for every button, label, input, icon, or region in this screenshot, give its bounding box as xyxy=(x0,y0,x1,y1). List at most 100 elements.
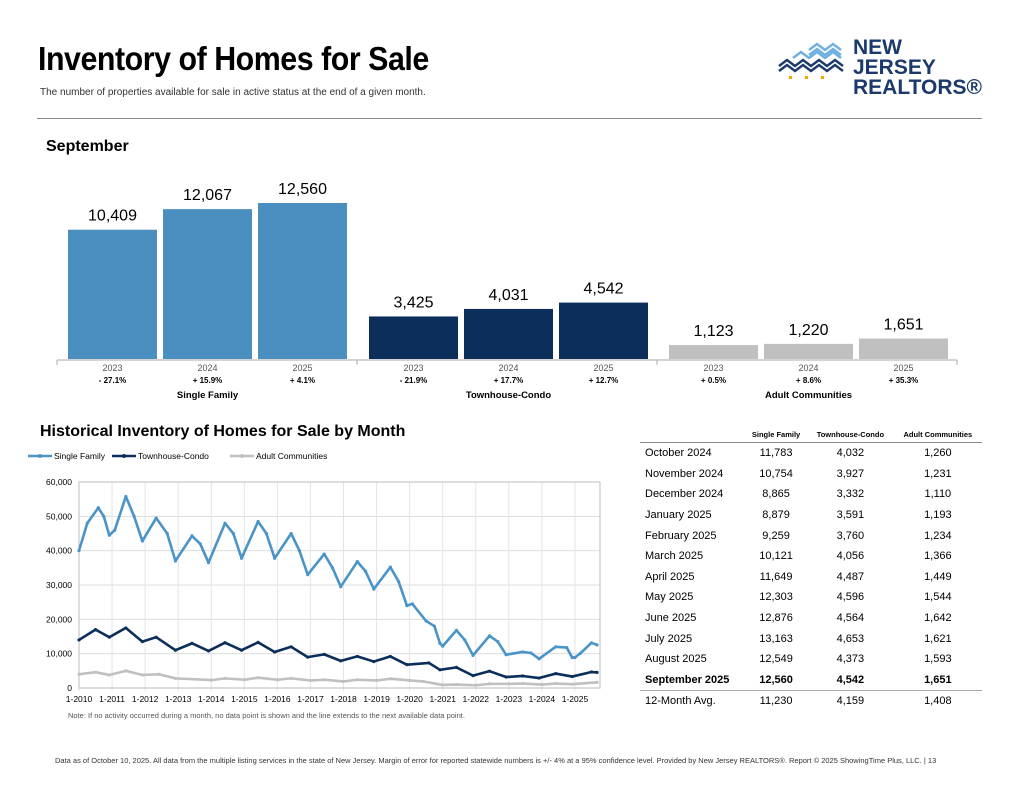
data-point xyxy=(441,683,445,687)
row-label: August 2025 xyxy=(645,653,707,666)
data-point xyxy=(540,682,544,687)
data-point xyxy=(107,533,111,537)
data-point xyxy=(209,678,213,682)
data-point xyxy=(487,682,492,686)
data-point xyxy=(77,549,81,553)
data-point xyxy=(554,671,558,676)
table-cell: 4,564 xyxy=(836,612,865,625)
table-cell: 1,366 xyxy=(924,550,952,563)
bar-year-label: 2024 xyxy=(798,363,818,373)
table-cell: 13,163 xyxy=(759,632,793,645)
table-cell: 1,621 xyxy=(924,632,952,645)
data-point xyxy=(554,681,558,686)
bar-value-label: 3,425 xyxy=(393,294,433,311)
y-tick-label: 30,000 xyxy=(46,580,72,590)
bar-value-label: 4,542 xyxy=(583,281,623,298)
bar-value-label: 10,409 xyxy=(88,208,137,225)
data-point xyxy=(322,552,326,556)
data-point xyxy=(96,506,100,510)
data-point xyxy=(388,565,392,569)
bar-change-label: + 8.6% xyxy=(796,376,821,385)
table-cell: 3,760 xyxy=(836,529,865,542)
data-point xyxy=(124,626,128,630)
table-cell: 3,332 xyxy=(836,488,865,501)
data-point xyxy=(93,628,98,632)
data-point xyxy=(330,566,335,570)
data-point xyxy=(341,679,346,684)
data-point xyxy=(242,678,246,682)
bar-group-label: Single Family xyxy=(177,390,239,401)
table-cell: 1,593 xyxy=(924,653,952,666)
data-point xyxy=(432,624,437,628)
data-point xyxy=(388,654,392,659)
data-point xyxy=(504,675,508,679)
table-row: 12-Month Avg. 11,230 4,159 1,408 xyxy=(640,690,982,712)
data-point xyxy=(206,561,211,565)
data-point xyxy=(454,665,459,669)
data-point xyxy=(487,634,492,638)
table-header-row: Single Family Townhouse-Condo Adult Comm… xyxy=(640,430,982,443)
data-point xyxy=(102,514,106,518)
table-cell: 1,260 xyxy=(924,447,952,460)
data-point xyxy=(154,635,158,639)
data-point xyxy=(264,531,268,536)
data-point xyxy=(198,542,202,546)
data-point xyxy=(578,651,583,655)
data-point xyxy=(157,672,161,676)
x-tick-label: 1-2013 xyxy=(165,694,192,704)
data-point xyxy=(410,602,414,606)
data-point xyxy=(405,604,409,608)
data-point xyxy=(595,670,599,675)
row-label: January 2025 xyxy=(645,509,712,522)
data-point xyxy=(107,635,111,639)
bar xyxy=(258,203,347,359)
data-point xyxy=(397,579,401,584)
logo-buildings-icon xyxy=(778,42,844,79)
table-cell: 11,783 xyxy=(759,447,793,460)
bar-year-label: 2024 xyxy=(197,363,217,373)
data-point xyxy=(322,652,326,656)
data-point xyxy=(507,682,511,686)
x-tick-label: 1-2018 xyxy=(330,694,357,704)
x-tick-label: 1-2019 xyxy=(363,694,390,704)
table-cell: 1,408 xyxy=(893,690,982,712)
data-point xyxy=(77,672,81,676)
table-cell: 1,651 xyxy=(924,673,952,686)
table-row: October 2024 11,783 4,032 1,260 xyxy=(640,443,982,464)
data-point xyxy=(438,668,442,672)
data-point xyxy=(570,682,574,686)
bar-group-label: Townhouse-Condo xyxy=(466,390,552,401)
data-point xyxy=(154,516,158,520)
historical-line-chart: 0 10,000 20,000 30,000 40,000 50,000 60,000 1-2… xyxy=(28,451,601,704)
data-point xyxy=(239,556,244,560)
table-row: February 2025 9,259 3,760 1,234 xyxy=(640,525,982,546)
table-row: January 2025 8,879 3,591 1,193 xyxy=(640,505,982,526)
data-point xyxy=(206,649,211,653)
data-point xyxy=(256,519,260,524)
legend-marker xyxy=(38,454,42,458)
data-point xyxy=(424,619,428,623)
bar xyxy=(464,308,553,359)
bar xyxy=(859,338,948,359)
bar xyxy=(163,209,252,359)
bar-change-label: + 4.1% xyxy=(290,376,315,385)
data-point xyxy=(173,676,178,680)
data-point xyxy=(256,640,260,644)
bar-change-label: + 0.5% xyxy=(701,376,726,385)
y-tick-label: 10,000 xyxy=(46,649,72,659)
data-point xyxy=(537,676,541,680)
data-point xyxy=(529,651,533,655)
column-header: Single Family xyxy=(745,430,808,443)
data-point xyxy=(408,678,412,683)
data-point xyxy=(438,641,442,645)
table-cell: 1,449 xyxy=(924,570,952,583)
legend-label: Adult Communities xyxy=(256,451,327,461)
y-tick-label: 40,000 xyxy=(46,546,72,556)
bar xyxy=(369,316,458,359)
table-cell: 12,549 xyxy=(759,653,793,666)
table-cell: 1,110 xyxy=(924,488,952,501)
column-header: Adult Communities xyxy=(893,430,982,443)
bar-year-label: 2025 xyxy=(292,363,312,373)
data-point xyxy=(570,674,574,679)
